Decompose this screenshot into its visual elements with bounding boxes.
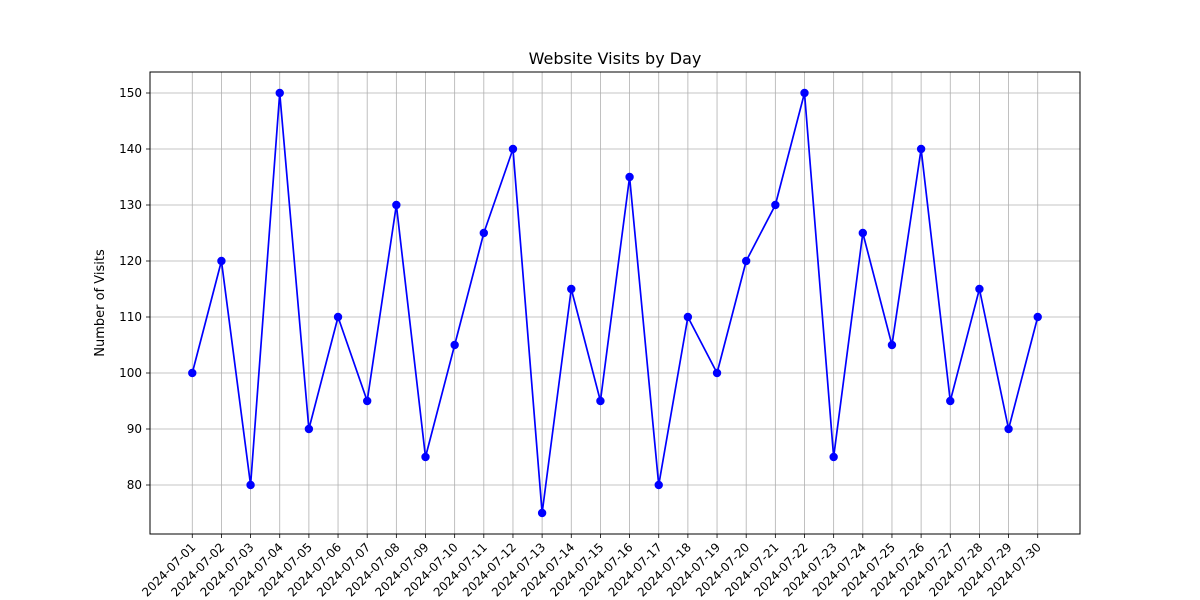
chart-title: Website Visits by Day [529, 49, 702, 68]
data-point [975, 284, 984, 294]
data-point [800, 88, 809, 98]
series-line [191, 92, 1039, 514]
data-point [304, 424, 314, 434]
series-group [188, 88, 1042, 518]
data-point [188, 368, 197, 378]
data-point [829, 452, 838, 462]
y-tick-label: 140 [119, 142, 142, 156]
data-point [625, 172, 634, 182]
data-point [858, 228, 868, 238]
y-axis: 80 90 100 110 120 130 140 150 [119, 86, 150, 492]
data-point [771, 200, 780, 210]
y-tick-label: 90 [127, 422, 142, 436]
data-point [596, 396, 605, 406]
data-point [421, 452, 430, 462]
data-point [887, 340, 897, 350]
y-tick-label: 100 [119, 366, 142, 380]
data-point [508, 144, 518, 154]
data-point [741, 256, 751, 266]
data-point [1004, 424, 1013, 434]
data-point [333, 312, 343, 322]
data-point [392, 200, 401, 210]
data-point [712, 368, 722, 378]
data-point [479, 228, 489, 238]
data-point [683, 312, 693, 322]
data-point [567, 284, 576, 294]
y-tick-label: 110 [119, 310, 142, 324]
data-point [1033, 312, 1042, 322]
data-point [275, 88, 284, 98]
y-tick-label: 120 [119, 254, 142, 268]
data-point [916, 144, 926, 154]
data-point [217, 256, 226, 266]
plot-frame [149, 71, 1081, 535]
y-tick-label: 130 [119, 198, 142, 212]
data-point [654, 480, 663, 490]
data-point [946, 396, 955, 406]
data-point [362, 396, 372, 406]
data-point [537, 508, 547, 518]
data-point [450, 340, 459, 350]
y-tick-label: 150 [119, 86, 142, 100]
y-axis-label: Number of Visits [93, 249, 108, 357]
y-tick-label: 80 [127, 478, 142, 492]
data-point [246, 480, 255, 490]
